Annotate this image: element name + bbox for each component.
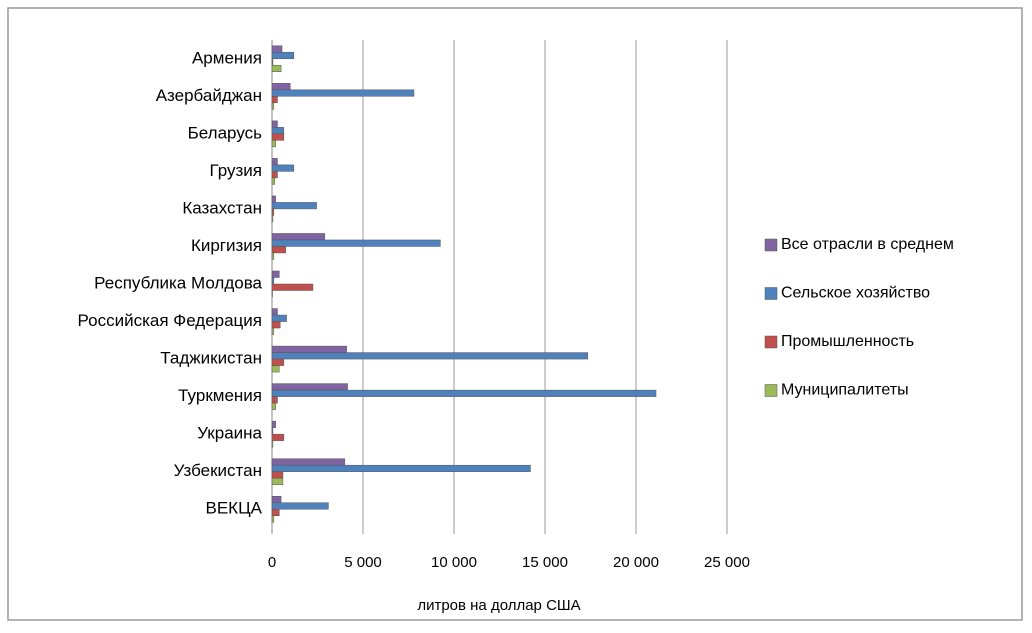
y-tick-label: Туркмения xyxy=(178,386,262,405)
x-tick-label: 10 000 xyxy=(431,554,477,571)
bar xyxy=(271,233,326,241)
y-tick-label: Российская Федерация xyxy=(78,311,262,330)
bar xyxy=(271,427,274,435)
chart-frame xyxy=(7,7,1023,621)
bar xyxy=(271,65,282,73)
y-tick-label: Республика Молдова xyxy=(94,273,262,292)
y-tick-label: Беларусь xyxy=(188,123,262,142)
bar xyxy=(271,140,276,148)
bar xyxy=(271,440,274,448)
bar xyxy=(271,308,278,316)
x-axis-label: литров на доллар США xyxy=(417,597,580,614)
bar xyxy=(271,52,295,60)
y-tick-label: Армения xyxy=(192,48,262,67)
bar xyxy=(271,164,295,172)
x-tick-label: 25 000 xyxy=(704,554,750,571)
y-tick-label: Азербайджан xyxy=(156,86,262,105)
bar xyxy=(271,127,285,135)
bar xyxy=(271,270,280,278)
y-tick-label: Узбекистан xyxy=(174,461,262,480)
legend-label: Сельское хозяйство xyxy=(781,285,930,302)
bar xyxy=(271,365,280,373)
bar xyxy=(271,327,275,335)
bar xyxy=(271,208,275,216)
bar xyxy=(271,45,283,53)
bar xyxy=(271,283,314,291)
bar xyxy=(271,158,278,166)
y-tick-label: ВЕКЦА xyxy=(206,499,263,518)
legend-swatch xyxy=(764,384,778,397)
legend-swatch xyxy=(764,287,778,300)
legend-label: Промышленность xyxy=(781,333,914,350)
bar xyxy=(271,215,274,223)
bar xyxy=(271,246,286,254)
bar xyxy=(271,239,441,247)
x-tick-label: 0 xyxy=(268,554,276,571)
bar xyxy=(271,358,285,366)
bar xyxy=(271,345,347,353)
bar xyxy=(271,171,278,179)
x-tick-label: 15 000 xyxy=(522,554,568,571)
bar xyxy=(271,314,287,322)
legend-label: Муниципалитеты xyxy=(781,382,909,399)
x-tick-label: 20 000 xyxy=(613,554,659,571)
bar xyxy=(271,58,274,66)
legend-label: Все отрасли в среднем xyxy=(781,236,954,253)
y-tick-label: Украина xyxy=(197,424,262,443)
bar xyxy=(271,389,657,397)
bar xyxy=(271,277,275,285)
bar xyxy=(271,133,285,141)
bar xyxy=(271,202,317,210)
y-tick-label: Грузия xyxy=(209,161,262,180)
bar xyxy=(271,352,589,360)
y-tick-label: Казахстан xyxy=(182,198,262,217)
bar xyxy=(271,177,275,185)
bar xyxy=(271,290,273,298)
bar xyxy=(271,495,282,503)
bar xyxy=(271,477,284,485)
bar xyxy=(271,458,346,466)
bar xyxy=(271,515,275,523)
bar xyxy=(271,433,285,441)
bar xyxy=(271,464,531,472)
bar xyxy=(271,252,275,260)
bar xyxy=(271,471,284,479)
bar xyxy=(271,402,276,410)
bar xyxy=(271,89,415,97)
bar xyxy=(271,83,291,91)
bar xyxy=(271,321,281,329)
bar xyxy=(271,420,276,428)
bar xyxy=(271,195,276,203)
bar xyxy=(271,383,348,391)
bar xyxy=(271,120,278,128)
legend-swatch xyxy=(764,335,778,349)
legend-swatch xyxy=(764,238,778,252)
x-tick-label: 5 000 xyxy=(344,554,382,571)
y-tick-label: Киргизия xyxy=(191,236,262,255)
bar xyxy=(271,502,329,510)
bar xyxy=(271,96,278,104)
bar xyxy=(271,102,275,110)
bar xyxy=(271,508,280,516)
y-tick-label: Таджикистан xyxy=(160,349,262,368)
bar xyxy=(271,396,278,404)
